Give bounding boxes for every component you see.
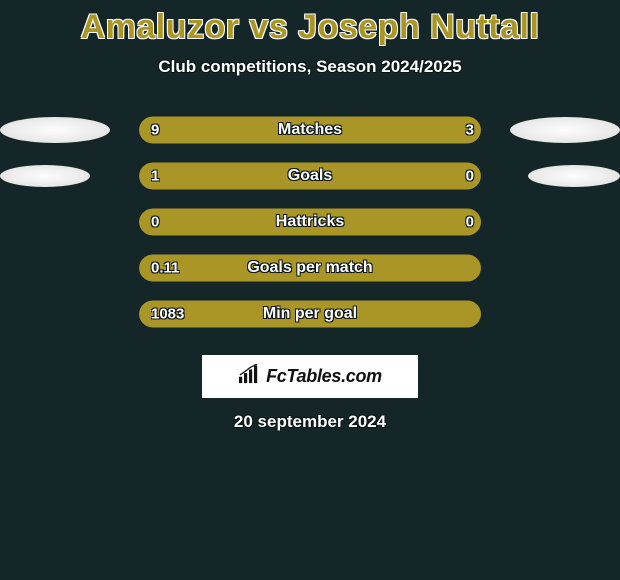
- right-value: 0: [466, 168, 474, 185]
- stat-label: Matches: [278, 121, 342, 139]
- right-value: 0: [466, 214, 474, 231]
- stat-label: Goals: [288, 167, 332, 185]
- logo-text: FcTables.com: [266, 366, 382, 387]
- chart-icon: [238, 364, 260, 389]
- left-value: 9: [151, 122, 159, 139]
- bar-left-segment: [139, 163, 402, 190]
- left-marker: [0, 117, 110, 143]
- right-marker: [510, 117, 620, 143]
- stat-row: Matches 9 3: [0, 107, 620, 153]
- date: 20 september 2024: [0, 412, 620, 432]
- stat-row: Goals per match 0.11: [0, 245, 620, 291]
- stat-row: Hattricks 0 0: [0, 199, 620, 245]
- bar-left-segment: [139, 117, 389, 144]
- stat-label: Min per goal: [263, 305, 357, 323]
- right-value: 3: [466, 122, 474, 139]
- left-value: 1083: [151, 306, 184, 323]
- stat-row: Goals 1 0: [0, 153, 620, 199]
- page-title: Amaluzor vs Joseph Nuttall: [0, 0, 620, 47]
- left-value: 1: [151, 168, 159, 185]
- stat-label: Goals per match: [247, 259, 372, 277]
- logo-box: FcTables.com: [202, 355, 418, 398]
- stat-row: Min per goal 1083: [0, 291, 620, 337]
- comparison-chart: Matches 9 3 Goals 1 0 Hattricks 0 0 Goals per mat…: [0, 107, 620, 337]
- left-marker: [0, 165, 90, 187]
- left-value: 0.11: [151, 260, 179, 277]
- stat-label: Hattricks: [276, 213, 344, 231]
- right-marker: [528, 165, 620, 187]
- subtitle: Club competitions, Season 2024/2025: [0, 57, 620, 77]
- left-value: 0: [151, 214, 159, 231]
